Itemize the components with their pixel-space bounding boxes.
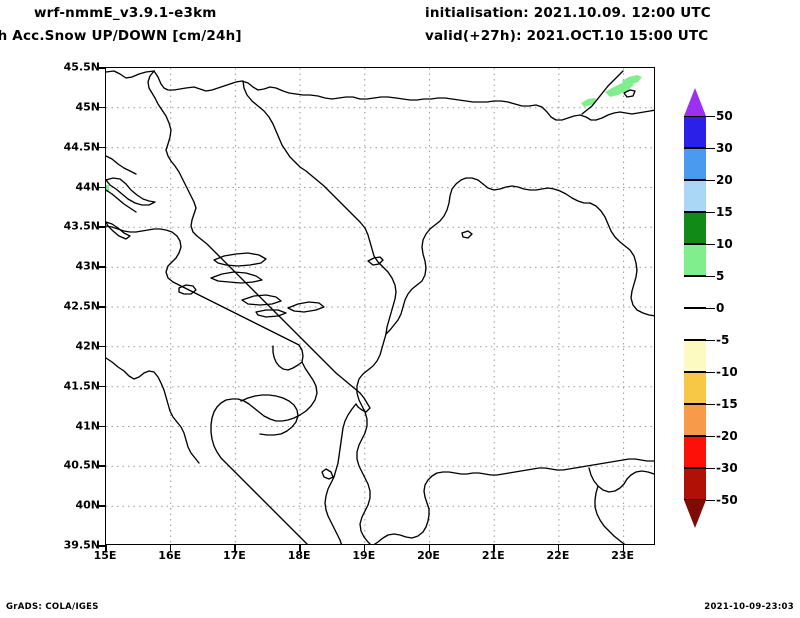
x-tick-mark: [622, 545, 625, 552]
colorbar-tick-label: 50: [716, 109, 733, 123]
y-tick-label: 44N: [75, 180, 100, 193]
colorbar-tick-mark: [706, 276, 715, 278]
y-tick-label: 40N: [75, 498, 100, 512]
y-tick-label: 42.5N: [63, 299, 100, 313]
y-tick-mark: [99, 465, 106, 467]
colorbar-segment: [684, 468, 706, 500]
colorbar-arrow-up: [684, 88, 706, 116]
x-tick-mark: [299, 545, 301, 552]
colorbar-tick-mark: [706, 468, 715, 470]
colorbar-tick-label: -50: [716, 493, 738, 507]
colorbar-tick-label: -20: [716, 429, 738, 443]
colorbar-segment: [684, 340, 706, 372]
y-tick-label: 42N: [75, 339, 100, 353]
x-tick-mark: [234, 545, 236, 552]
colorbar-tick-label: 0: [716, 301, 725, 315]
x-tick-mark: [493, 545, 495, 552]
x-axis-labels: 15E 16E 17E 18E 19E 20E 21E 22E 23E: [94, 549, 655, 567]
colorbar-segment: [684, 244, 706, 276]
colorbar-segment: [684, 276, 706, 308]
y-tick-label: 45N: [75, 100, 100, 114]
colorbar-tick-label: 15: [716, 205, 733, 219]
colorbar-tick-mark: [706, 372, 715, 374]
x-tick-label: 18E: [287, 549, 311, 562]
y-tick-mark: [99, 67, 106, 69]
y-tick-mark: [99, 505, 106, 507]
colorbar-tick-mark: [706, 308, 715, 310]
y-tick-mark: [99, 186, 106, 188]
colorbar-tick-mark: [706, 212, 715, 214]
field-title: 1h Acc.Snow UP/DOWN [cm/24h]: [0, 28, 242, 44]
colorbar-tick-mark: [706, 340, 715, 342]
valid-time-line: valid(+27h): 2021.OCT.10 15:00 UTC: [425, 28, 709, 44]
x-tick-label: 22E: [546, 549, 570, 562]
footer-timestamp: 2021-10-09-23:03: [704, 602, 794, 612]
x-tick-mark: [169, 545, 172, 552]
y-tick-mark: [99, 106, 106, 109]
colorbar-tick-mark: [706, 180, 715, 182]
y-tick-mark: [99, 345, 106, 348]
x-tick-mark: [428, 545, 431, 552]
y-tick-label: 41.5N: [63, 379, 100, 393]
coastline-borders: [106, 70, 654, 544]
gridlines: [106, 68, 654, 544]
colorbar-segment: [684, 404, 706, 436]
colorbar-segment: [684, 436, 706, 468]
colorbar-tick-label: 20: [716, 173, 733, 187]
map-plot-area: [105, 67, 655, 545]
colorbar-tick-label: -10: [716, 365, 738, 379]
footer-attribution: GrADS: COLA/IGES: [6, 602, 99, 612]
initialisation-line: initialisation: 2021.10.09. 12:00 UTC: [425, 5, 711, 21]
x-tick-mark: [557, 545, 560, 552]
colorbar-tick-label: 10: [716, 237, 733, 251]
snow-patches: [106, 75, 642, 192]
colorbar-tick-mark: [706, 404, 715, 406]
x-tick-label: 21E: [481, 549, 505, 562]
model-title: wrf-nmmE_v3.9.1-e3km: [34, 5, 217, 21]
x-tick-label: 17E: [222, 549, 246, 562]
colorbar-tick-mark: [706, 436, 715, 438]
x-tick-mark: [363, 545, 366, 552]
colorbar-segment: [684, 308, 706, 340]
colorbar-tick-label: -30: [716, 461, 738, 475]
y-tick-label: 43.5N: [63, 219, 100, 233]
y-tick-label: 45.5N: [63, 60, 100, 74]
map-svg: [106, 68, 654, 544]
x-tick-label: 19E: [352, 549, 376, 562]
y-tick-mark: [99, 306, 106, 308]
colorbar-segment: [684, 116, 706, 148]
colorbar-tick-mark: [706, 244, 715, 246]
x-tick-label: 20E: [417, 549, 440, 562]
x-tick-mark: [105, 545, 107, 552]
y-tick-mark: [99, 385, 106, 388]
colorbar-tick-mark: [706, 148, 715, 150]
colorbar-tick-label: 30: [716, 141, 733, 155]
y-tick-mark: [99, 226, 106, 228]
y-tick-label: 44.5N: [63, 140, 100, 154]
colorbar-segment: [684, 180, 706, 212]
y-tick-label: 41N: [75, 419, 100, 432]
x-tick-label: 16E: [158, 549, 182, 562]
y-tick-mark: [99, 266, 106, 268]
colorbar-tick-label: -15: [716, 397, 738, 411]
y-axis-labels: 39.5N 40N 40.5N 41N 41.5N 42N 42.5N 43N 43.5N 44N…: [40, 61, 100, 552]
y-tick-label: 40.5N: [63, 458, 100, 472]
colorbar-segment: [684, 212, 706, 244]
y-tick-mark: [99, 146, 106, 149]
colorbar-arrow-down: [684, 500, 706, 528]
y-tick-mark: [99, 425, 106, 427]
y-tick-label: 39.5N: [63, 538, 100, 552]
colorbar-tick-label: 5: [716, 269, 725, 283]
colorbar-segment: [684, 372, 706, 404]
x-tick-label: 23E: [611, 549, 635, 562]
y-tick-mark: [99, 545, 106, 547]
colorbar: [684, 88, 706, 528]
x-tick-label: 15E: [93, 549, 117, 562]
colorbar-tick-mark: [706, 500, 715, 502]
colorbar-tick-mark: [706, 116, 715, 118]
colorbar-tick-label: -5: [716, 333, 730, 347]
y-tick-label: 43N: [75, 259, 100, 273]
colorbar-segment: [684, 148, 706, 180]
